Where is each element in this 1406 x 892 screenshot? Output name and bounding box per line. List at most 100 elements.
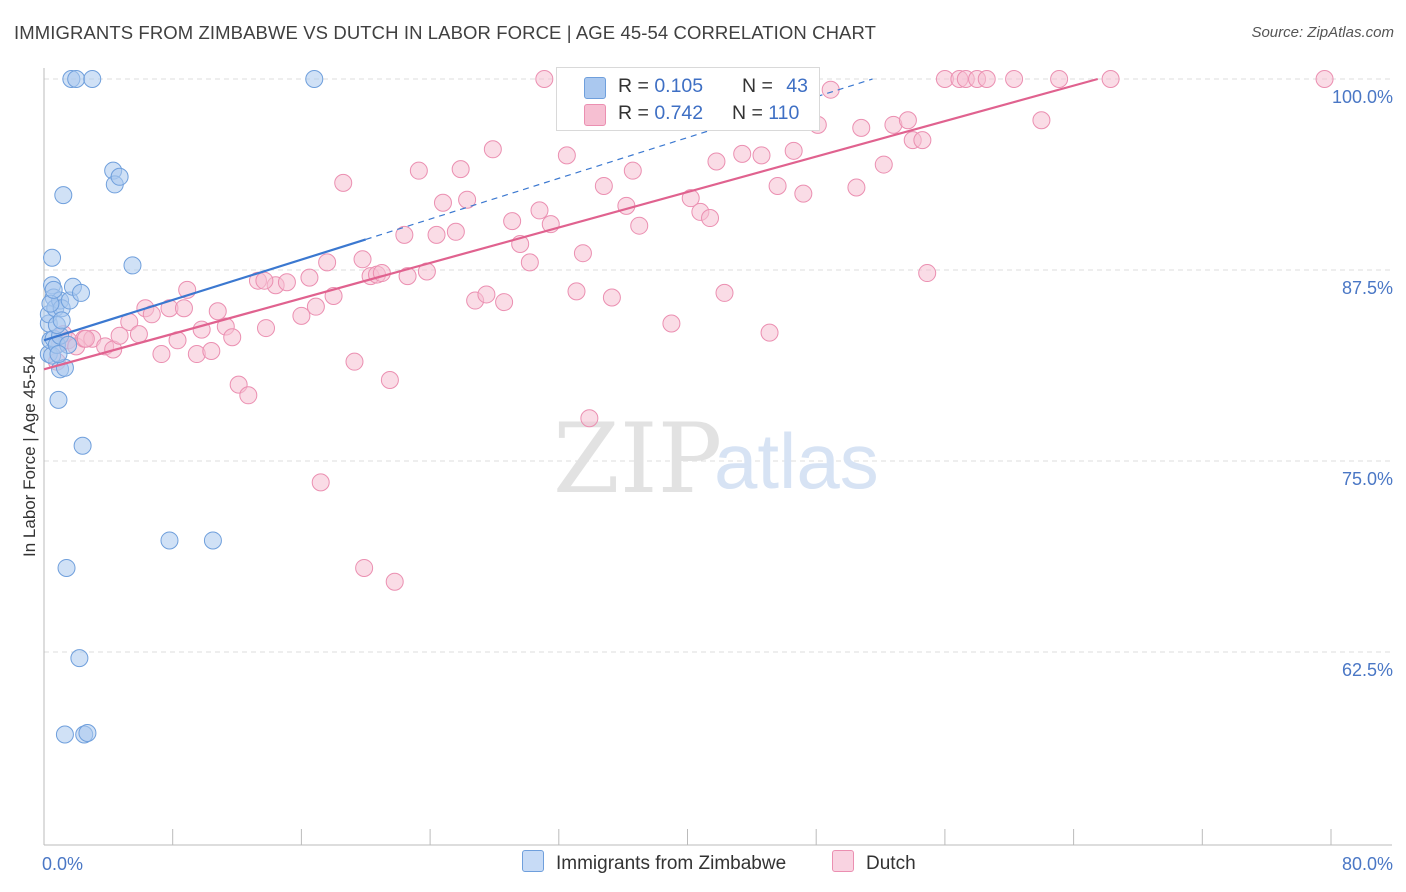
stats-n-label-zimbabwe: N = <box>741 75 779 97</box>
dutch-point-77 <box>715 283 734 302</box>
y-tick-label-1: 75.0% <box>1342 469 1393 489</box>
dutch-point-30 <box>300 268 319 287</box>
dutch-point-102 <box>1050 70 1069 88</box>
legend-item-dutch[interactable]: Dutch <box>832 850 916 875</box>
x-tick-label-min: 0.0% <box>42 854 83 874</box>
dutch-point-99 <box>977 70 996 88</box>
watermark-zip: ZIP <box>553 403 722 515</box>
dutch-point-47 <box>427 225 446 244</box>
dutch-point-58 <box>520 253 539 272</box>
dutch-point-31 <box>306 297 325 316</box>
dutch-point-41 <box>380 371 399 390</box>
stats-box: R = 0.105 N = 43 R = 0.742 N = 110 <box>556 67 820 131</box>
dutch-point-53 <box>477 285 496 304</box>
legend-swatch-zimbabwe <box>522 850 544 872</box>
stats-n-value-zimbabwe: 43 <box>786 75 808 97</box>
dutch-point-13 <box>152 345 171 364</box>
zimbabwe-point-16 <box>54 186 73 205</box>
y-tick-label-0: 62.5% <box>1342 660 1393 680</box>
dutch-point-22 <box>223 328 242 347</box>
dutch-point-56 <box>503 212 522 231</box>
dutch-point-86 <box>821 80 840 99</box>
dutch-point-29 <box>292 306 311 325</box>
chart-title: IMMIGRANTS FROM ZIMBABWE VS DUTCH IN LAB… <box>14 22 876 43</box>
dutch-swatch <box>584 104 606 126</box>
stats-r-value-zimbabwe: 0.105 <box>654 75 704 97</box>
dutch-point-103 <box>1101 70 1120 88</box>
stats-r-value-dutch: 0.742 <box>654 102 704 124</box>
zimbabwe-point-24 <box>70 649 89 668</box>
zimbabwe-point-33 <box>110 167 129 186</box>
stats-n-value-dutch: 110 <box>768 102 800 124</box>
dutch-point-26 <box>257 319 276 338</box>
stats-r-label-dutch: R = <box>618 102 655 124</box>
dutch-point-55 <box>495 293 514 312</box>
zimbabwe-point-26 <box>73 436 92 455</box>
dutch-point-63 <box>567 282 586 301</box>
zimbabwe-point-36 <box>203 531 222 550</box>
y-axis-title: In Labor Force | Age 45-54 <box>20 355 39 557</box>
dutch-point-76 <box>707 152 726 171</box>
dutch-point-91 <box>898 111 917 130</box>
dutch-point-49 <box>446 222 465 241</box>
dutch-point-84 <box>794 184 813 203</box>
dutch-point-50 <box>451 160 470 179</box>
zimbabwe-point-25 <box>72 283 91 302</box>
dutch-point-89 <box>874 155 893 174</box>
dutch-point-107 <box>76 329 95 348</box>
dutch-point-87 <box>847 178 866 197</box>
dutch-point-10 <box>129 325 148 344</box>
zimbabwe-trend-line <box>43 238 367 342</box>
zimbabwe-point-23 <box>67 70 86 88</box>
zimbabwe-swatch <box>584 77 606 99</box>
dutch-point-45 <box>409 161 428 180</box>
dutch-point-19 <box>202 341 221 360</box>
dutch-point-20 <box>208 302 227 321</box>
dutch-point-108 <box>255 271 274 290</box>
dutch-point-70 <box>630 216 649 235</box>
dutch-point-37 <box>353 250 372 269</box>
dutch-point-24 <box>239 386 258 405</box>
dutch-point-68 <box>617 196 636 215</box>
dutch-point-83 <box>784 141 803 160</box>
dutch-point-69 <box>623 161 642 180</box>
legend-item-zimbabwe[interactable]: Immigrants from Zimbabwe <box>522 850 786 875</box>
watermark-atlas: atlas <box>714 417 879 505</box>
zimbabwe-point-30 <box>83 70 102 88</box>
dutch-point-81 <box>768 176 787 195</box>
dutch-point-35 <box>334 173 353 192</box>
dutch-point-44 <box>398 267 417 286</box>
dutch-point-38 <box>355 558 374 577</box>
chart-source: Source: ZipAtlas.com <box>1251 24 1394 41</box>
dutch-point-88 <box>852 118 871 137</box>
dutch-point-54 <box>483 140 502 159</box>
zimbabwe-point-35 <box>160 531 179 550</box>
dutch-point-60 <box>535 70 554 88</box>
dutch-point-32 <box>311 473 330 492</box>
legend-label-zimbabwe: Immigrants from Zimbabwe <box>556 853 787 874</box>
dutch-point-28 <box>277 273 296 292</box>
dutch-point-43 <box>395 225 414 244</box>
dutch-point-79 <box>752 146 771 165</box>
dutch-point-73 <box>681 189 700 208</box>
dutch-point-80 <box>760 323 779 342</box>
dutch-point-75 <box>701 209 720 228</box>
zimbabwe-point-37 <box>305 70 324 88</box>
x-tick-label-max: 80.0% <box>1342 854 1393 874</box>
dutch-point-51 <box>458 190 477 209</box>
dutch-point-64 <box>573 244 592 263</box>
zimbabwe-point-40 <box>52 311 71 330</box>
dutch-point-67 <box>602 288 621 307</box>
dutch-point-48 <box>433 193 452 212</box>
zimbabwe-point-34 <box>123 256 142 275</box>
zimbabwe-point-11 <box>49 390 68 409</box>
dutch-point-105 <box>174 299 193 318</box>
zimbabwe-point-41 <box>44 280 63 299</box>
zimbabwe-point-5 <box>43 248 62 267</box>
dutch-point-42 <box>385 572 404 591</box>
zimbabwe-point-28 <box>78 723 97 742</box>
legend-swatch-dutch <box>832 850 854 872</box>
axes <box>43 68 1392 846</box>
dutch-point-62 <box>557 146 576 165</box>
